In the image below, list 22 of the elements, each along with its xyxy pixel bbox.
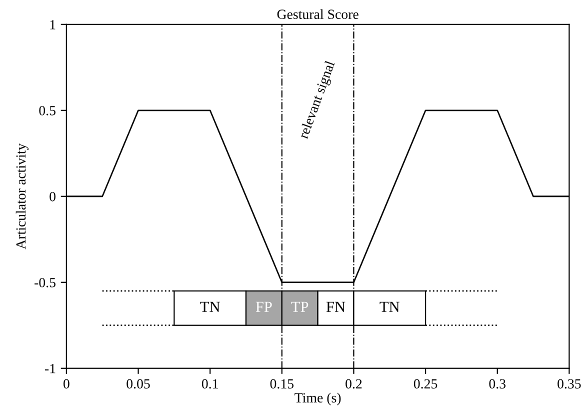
y-axis-title: Articulator activity bbox=[16, 143, 28, 250]
data-label: FN bbox=[326, 302, 346, 312]
x-tick-label: 0.3 bbox=[489, 379, 506, 389]
x-tick-label: 0 bbox=[64, 379, 70, 389]
x-tick-label: 0.35 bbox=[558, 379, 581, 389]
data-label: TN bbox=[380, 302, 400, 312]
x-tick-label: 0.2 bbox=[346, 379, 362, 389]
y-tick-label: -1 bbox=[44, 364, 56, 374]
y-tick-label: 0 bbox=[50, 192, 56, 202]
x-axis-title: Time (s) bbox=[294, 392, 341, 406]
data-label: TN bbox=[200, 302, 220, 312]
data-label: FP bbox=[256, 302, 272, 312]
y-tick-label: 0.5 bbox=[39, 106, 56, 116]
x-tick-label: 0.1 bbox=[202, 379, 218, 389]
x-tick-label: 0.05 bbox=[126, 379, 150, 389]
y-tick-label: 1 bbox=[50, 20, 56, 30]
y-tick-label: -0.5 bbox=[34, 278, 56, 288]
x-tick-label: 0.25 bbox=[414, 379, 438, 389]
x-tick-label: 0.15 bbox=[270, 379, 294, 389]
data-label: TP bbox=[291, 302, 308, 312]
chart-title: Gestural Score bbox=[277, 9, 358, 19]
annotation: relevant signal bbox=[298, 60, 338, 140]
